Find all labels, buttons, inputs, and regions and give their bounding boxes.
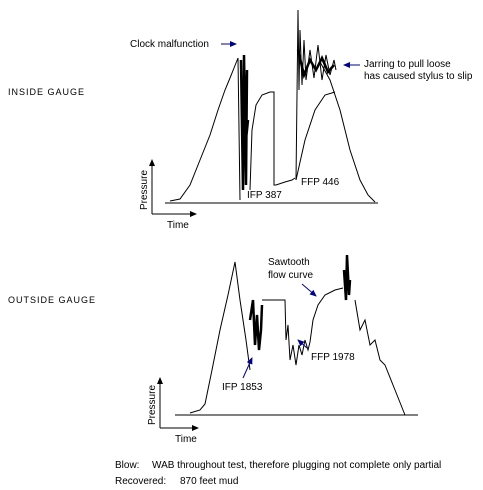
annotation: Sawtooth: [268, 257, 310, 268]
y-axis-label: Pressure: [147, 385, 158, 425]
clock-malfunction-trace: [239, 54, 250, 191]
annotation: Jarring to pull loose: [364, 59, 451, 70]
annotation: IFP 1853: [222, 382, 263, 393]
pressure-curve: [319, 61, 376, 203]
sawtooth-trace: [248, 299, 264, 351]
pressure-curve: [262, 299, 311, 366]
arrow: [297, 339, 308, 349]
note-text: WAB throughout test, therefore plugging …: [152, 460, 441, 471]
notes: Blow: WAB throughout test, therefore plu…: [115, 460, 441, 487]
note-text: 870 feet mud: [180, 476, 238, 487]
x-axis-label: Time: [167, 220, 189, 231]
spike-trace: [342, 254, 352, 301]
annotation: IFP 387: [247, 190, 282, 201]
inside-panel: INSIDE GAUGE Pressure Time Clock malfunc…: [8, 9, 473, 231]
pressure-curve: [189, 261, 251, 414]
gauge-label: INSIDE GAUGE: [8, 87, 85, 97]
annotation: FFP 446: [301, 177, 340, 188]
annotation: has caused stylus to slip: [364, 71, 473, 82]
annotation: FFP 1978: [311, 352, 355, 363]
stylus-slip-trace: [296, 49, 335, 80]
stylus-slip-trace: [295, 9, 337, 181]
outside-panel: OUTSIDE GAUGE Pressure Time Sawtooth flo…: [8, 254, 418, 445]
pressure-curve: [354, 299, 406, 416]
y-axis-label: Pressure: [139, 170, 150, 210]
x-axis-label: Time: [175, 434, 197, 445]
annotation: flow curve: [268, 270, 313, 281]
pressure-curve: [249, 91, 296, 191]
gauge-label: OUTSIDE GAUGE: [8, 295, 96, 305]
pressure-curve: [309, 287, 344, 343]
note-label: Recovered:: [115, 476, 166, 487]
arrow: [242, 357, 253, 379]
annotation: Clock malfunction: [130, 39, 209, 50]
note-label: Blow:: [115, 460, 139, 471]
pressure-curve: [295, 91, 336, 181]
pressure-curve: [169, 57, 241, 202]
arrow: [301, 283, 317, 297]
